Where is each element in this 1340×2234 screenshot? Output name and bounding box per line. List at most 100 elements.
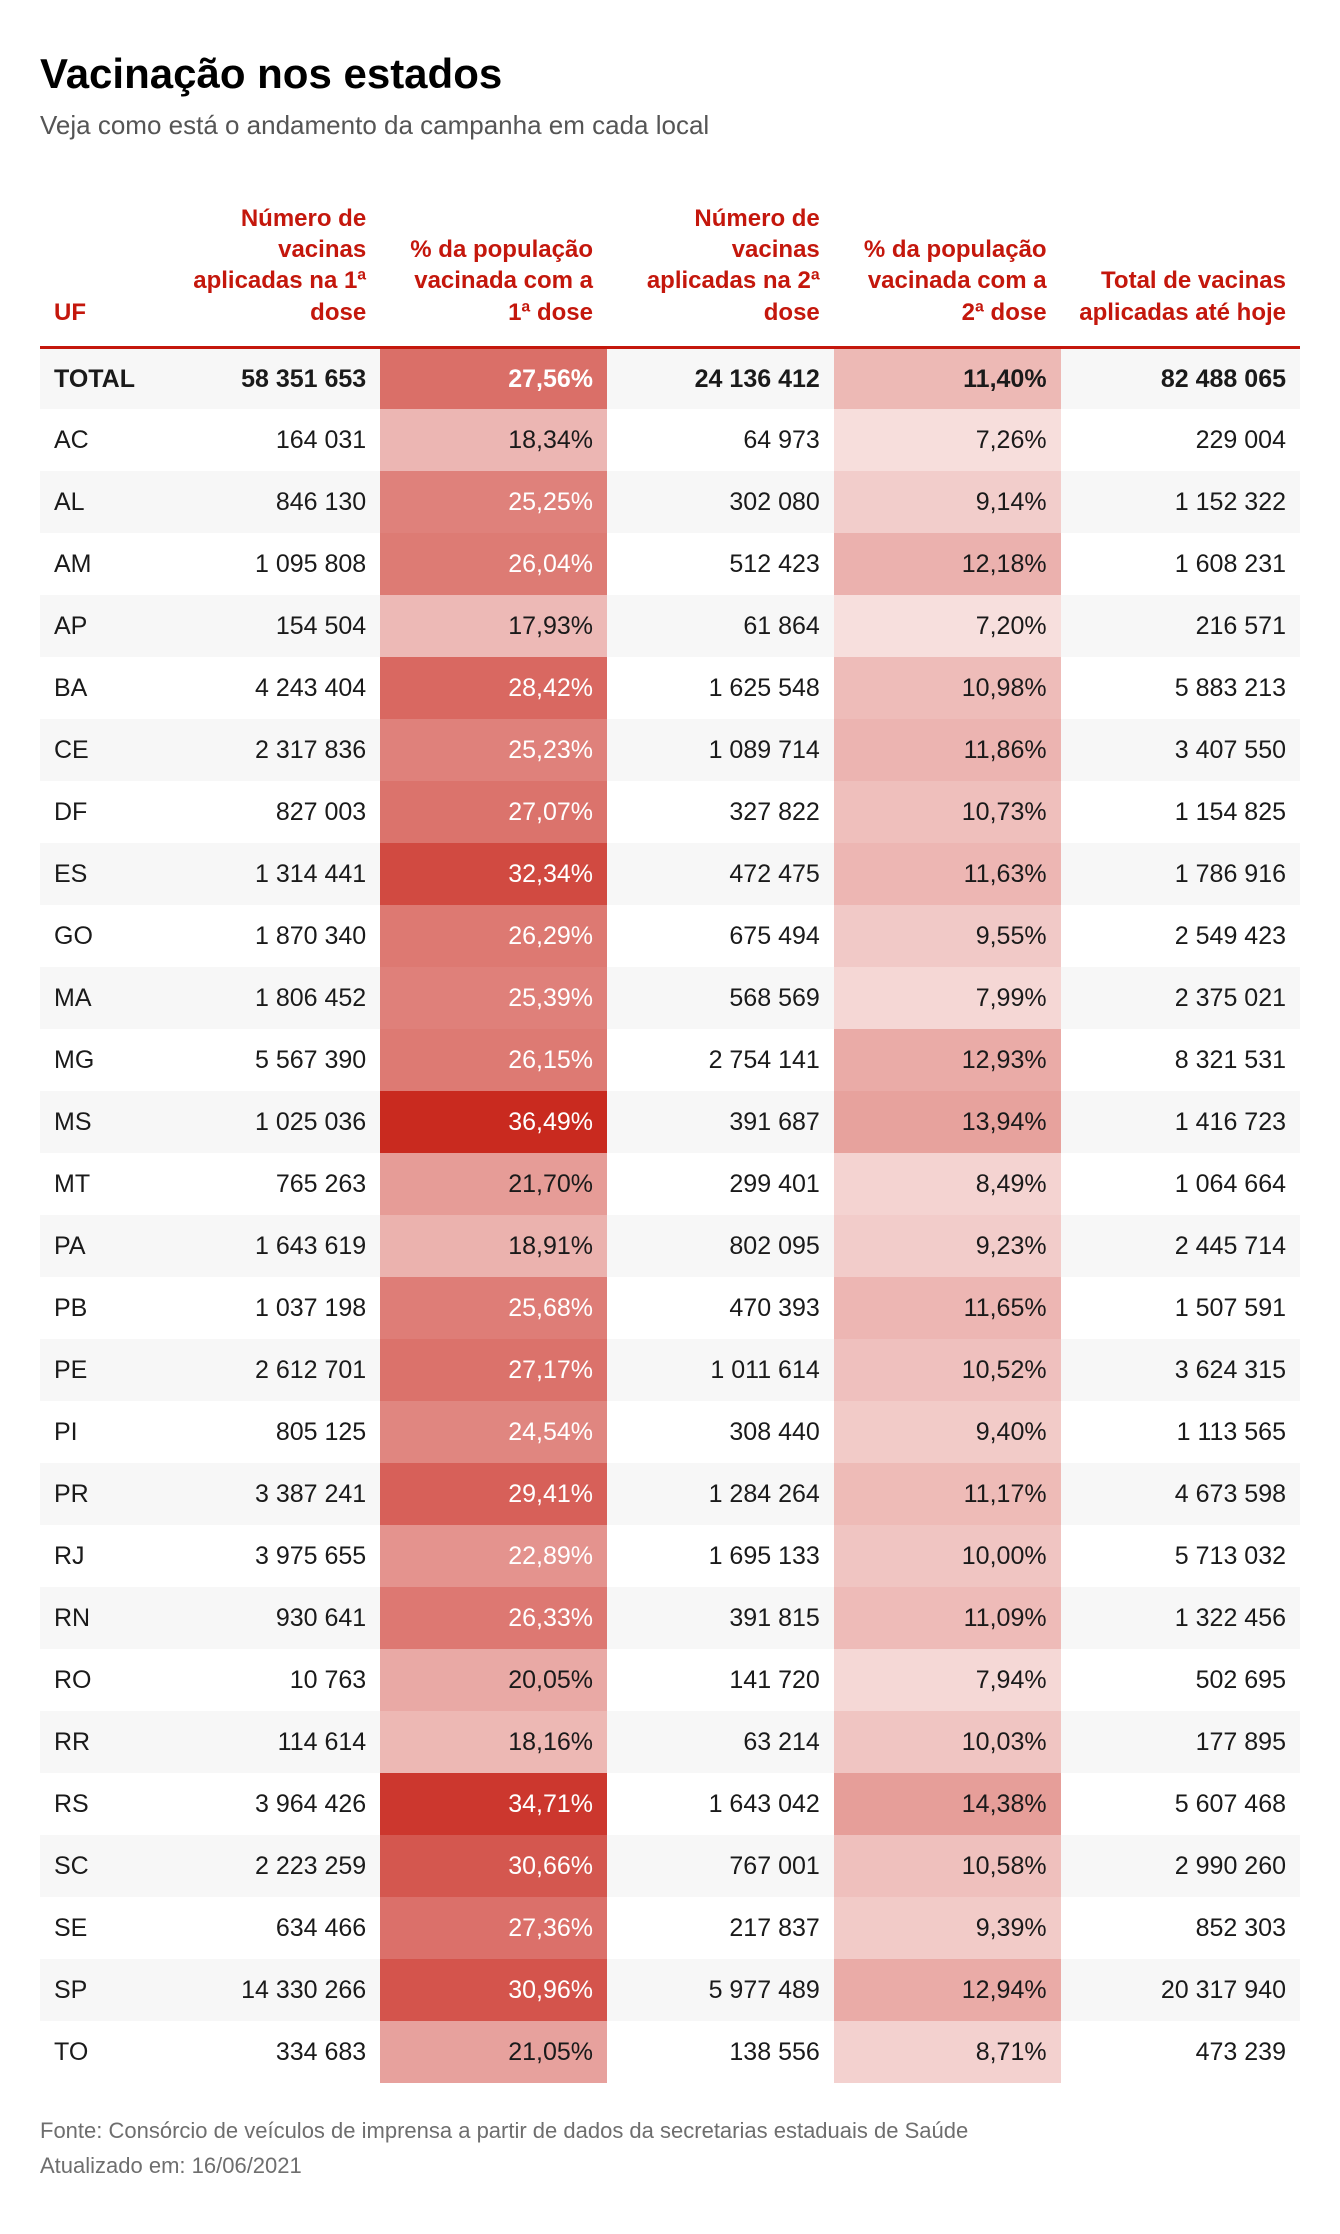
cell-dose2: 1 284 264	[607, 1463, 834, 1525]
cell-uf: AL	[40, 471, 153, 533]
table-row: PA1 643 61918,91%802 0959,23%2 445 714	[40, 1215, 1300, 1277]
page-title: Vacinação nos estados	[40, 50, 1300, 98]
cell-dose1: 846 130	[153, 471, 380, 533]
cell-pct2: 11,09%	[834, 1587, 1061, 1649]
cell-uf: RS	[40, 1773, 153, 1835]
cell-dose1: 1 643 619	[153, 1215, 380, 1277]
cell-pct1: 22,89%	[380, 1525, 607, 1587]
cell-pct2: 7,94%	[834, 1649, 1061, 1711]
cell-dose2: 24 136 412	[607, 347, 834, 409]
cell-total: 852 303	[1061, 1897, 1300, 1959]
cell-dose2: 327 822	[607, 781, 834, 843]
cell-pct1: 20,05%	[380, 1649, 607, 1711]
table-row: SE634 46627,36%217 8379,39%852 303	[40, 1897, 1300, 1959]
cell-pct2: 7,99%	[834, 967, 1061, 1029]
cell-dose2: 391 815	[607, 1587, 834, 1649]
cell-pct2: 9,39%	[834, 1897, 1061, 1959]
table-row: PR3 387 24129,41%1 284 26411,17%4 673 59…	[40, 1463, 1300, 1525]
cell-uf: DF	[40, 781, 153, 843]
cell-pct2: 7,20%	[834, 595, 1061, 657]
cell-pct2: 10,73%	[834, 781, 1061, 843]
cell-dose2: 63 214	[607, 1711, 834, 1773]
cell-total: 1 152 322	[1061, 471, 1300, 533]
page-subtitle: Veja como está o andamento da campanha e…	[40, 110, 1300, 141]
table-row: RN930 64126,33%391 81511,09%1 322 456	[40, 1587, 1300, 1649]
cell-uf: RO	[40, 1649, 153, 1711]
cell-dose1: 765 263	[153, 1153, 380, 1215]
cell-pct2: 13,94%	[834, 1091, 1061, 1153]
cell-uf: SE	[40, 1897, 153, 1959]
cell-total: 5 883 213	[1061, 657, 1300, 719]
cell-dose1: 1 037 198	[153, 1277, 380, 1339]
cell-pct2: 9,40%	[834, 1401, 1061, 1463]
cell-dose2: 299 401	[607, 1153, 834, 1215]
cell-dose2: 302 080	[607, 471, 834, 533]
cell-total: 1 154 825	[1061, 781, 1300, 843]
cell-dose2: 138 556	[607, 2021, 834, 2083]
table-row: CE2 317 83625,23%1 089 71411,86%3 407 55…	[40, 719, 1300, 781]
cell-pct2: 11,40%	[834, 347, 1061, 409]
cell-uf: AC	[40, 409, 153, 471]
cell-pct1: 27,36%	[380, 1897, 607, 1959]
cell-dose1: 827 003	[153, 781, 380, 843]
cell-total: 1 786 916	[1061, 843, 1300, 905]
cell-total: 8 321 531	[1061, 1029, 1300, 1091]
table-row: AC164 03118,34%64 9737,26%229 004	[40, 409, 1300, 471]
cell-pct1: 26,29%	[380, 905, 607, 967]
cell-total: 1 608 231	[1061, 533, 1300, 595]
table-row: GO1 870 34026,29%675 4949,55%2 549 423	[40, 905, 1300, 967]
cell-dose2: 1 643 042	[607, 1773, 834, 1835]
cell-dose1: 2 612 701	[153, 1339, 380, 1401]
cell-pct2: 10,03%	[834, 1711, 1061, 1773]
cell-dose2: 568 569	[607, 967, 834, 1029]
cell-uf: ES	[40, 843, 153, 905]
cell-pct1: 24,54%	[380, 1401, 607, 1463]
cell-dose2: 1 011 614	[607, 1339, 834, 1401]
cell-uf: CE	[40, 719, 153, 781]
col-total: Total de vacinas aplicadas até hoje	[1061, 189, 1300, 347]
cell-pct1: 28,42%	[380, 657, 607, 719]
cell-pct1: 26,15%	[380, 1029, 607, 1091]
cell-uf: PB	[40, 1277, 153, 1339]
table-row: AM1 095 80826,04%512 42312,18%1 608 231	[40, 533, 1300, 595]
cell-dose1: 114 614	[153, 1711, 380, 1773]
col-dose1: Número de vacinas aplicadas na 1ª dose	[153, 189, 380, 347]
cell-total: 3 407 550	[1061, 719, 1300, 781]
table-body: TOTAL58 351 65327,56%24 136 41211,40%82 …	[40, 347, 1300, 2083]
cell-dose1: 4 243 404	[153, 657, 380, 719]
table-row: DF827 00327,07%327 82210,73%1 154 825	[40, 781, 1300, 843]
cell-pct2: 8,49%	[834, 1153, 1061, 1215]
cell-pct2: 9,14%	[834, 471, 1061, 533]
cell-dose2: 61 864	[607, 595, 834, 657]
footer-source: Fonte: Consórcio de veículos de imprensa…	[40, 2113, 1300, 2148]
table-row: AL846 13025,25%302 0809,14%1 152 322	[40, 471, 1300, 533]
table-row: RO10 76320,05%141 7207,94%502 695	[40, 1649, 1300, 1711]
table-header: UF Número de vacinas aplicadas na 1ª dos…	[40, 189, 1300, 347]
cell-dose2: 2 754 141	[607, 1029, 834, 1091]
cell-dose2: 767 001	[607, 1835, 834, 1897]
cell-dose1: 10 763	[153, 1649, 380, 1711]
table-row: RR114 61418,16%63 21410,03%177 895	[40, 1711, 1300, 1773]
cell-pct1: 25,68%	[380, 1277, 607, 1339]
cell-pct2: 11,17%	[834, 1463, 1061, 1525]
cell-dose1: 1 806 452	[153, 967, 380, 1029]
table-row: MA1 806 45225,39%568 5697,99%2 375 021	[40, 967, 1300, 1029]
cell-total: 1 507 591	[1061, 1277, 1300, 1339]
cell-pct1: 21,70%	[380, 1153, 607, 1215]
cell-pct1: 25,25%	[380, 471, 607, 533]
cell-dose2: 391 687	[607, 1091, 834, 1153]
cell-total: 5 607 468	[1061, 1773, 1300, 1835]
cell-uf: MA	[40, 967, 153, 1029]
cell-dose1: 334 683	[153, 2021, 380, 2083]
cell-dose2: 5 977 489	[607, 1959, 834, 2021]
cell-dose2: 1 625 548	[607, 657, 834, 719]
cell-dose2: 141 720	[607, 1649, 834, 1711]
cell-pct1: 27,17%	[380, 1339, 607, 1401]
cell-total: 473 239	[1061, 2021, 1300, 2083]
cell-dose2: 802 095	[607, 1215, 834, 1277]
cell-dose1: 1 095 808	[153, 533, 380, 595]
cell-pct2: 12,94%	[834, 1959, 1061, 2021]
table-row: SP14 330 26630,96%5 977 48912,94%20 317 …	[40, 1959, 1300, 2021]
table-row: ES1 314 44132,34%472 47511,63%1 786 916	[40, 843, 1300, 905]
table-footer: Fonte: Consórcio de veículos de imprensa…	[40, 2113, 1300, 2183]
